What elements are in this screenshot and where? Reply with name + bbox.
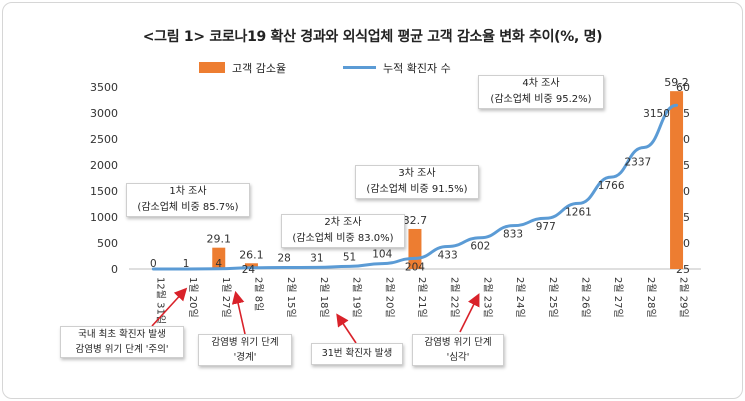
data-labels: 29.1 26.1 32.7 59.2 0 1 4 24 28 31 51 104 204 433 602 8…: [150, 76, 689, 276]
y-left-tick-label: 2000: [90, 159, 118, 172]
line-value-label: 104: [372, 249, 392, 261]
legend-line-label: 누적 확진자 수: [383, 62, 451, 75]
bar: [244, 263, 258, 269]
x-tick-label: 2월 25일: [547, 277, 559, 318]
event-box-first-case: 국내 최초 확진자 발생 감염병 위기 단계 '주의': [60, 326, 184, 358]
survey-callout-1-title: 1차 조사: [169, 186, 207, 197]
event-box-first-case-line1: 국내 최초 확진자 발생: [78, 329, 166, 340]
y-left-tick-label: 3500: [90, 81, 118, 94]
x-tick-label: 2월 26일: [579, 277, 591, 318]
y-left-tick-label: 3000: [90, 107, 118, 120]
event-box-serious: 감염병 위기 단계 '심각': [412, 334, 504, 366]
survey-callout-1-share: (감소업체 비중 85.7%): [137, 202, 239, 213]
line-value-label: 1766: [598, 180, 625, 192]
line-value-label: 602: [470, 241, 490, 253]
survey-callout-3-title: 3차 조사: [398, 168, 436, 179]
x-tick-label: 2월 15일: [285, 277, 297, 318]
x-tick-label: 12월 31일: [154, 277, 166, 324]
event-arrow: [336, 313, 357, 344]
line-value-label: 833: [503, 229, 523, 241]
line-value-label: 3150: [643, 108, 670, 120]
legend-bar-label: 고객 감소율: [232, 62, 286, 75]
survey-callout-2-share: (감소업체 비중 83.0%): [292, 233, 394, 244]
event-arrow: [151, 287, 188, 327]
x-tick-label: 2월 18일: [318, 277, 330, 318]
event-arrow: [231, 290, 246, 335]
line-value-label: 977: [536, 221, 556, 233]
event-arrow: [459, 293, 480, 333]
legend-bar-swatch: [199, 62, 225, 73]
survey-callout-2-title: 2차 조사: [324, 217, 362, 228]
x-tick-label: 1월 20일: [187, 277, 199, 318]
line-value-label: 1: [183, 258, 190, 270]
event-box-first-case-line2: 감염병 위기 단계 '주의': [75, 344, 169, 355]
event-box-alert-line1: 감염병 위기 단계: [211, 337, 279, 348]
bar-value-label: 59.2: [664, 76, 689, 89]
event-box-patient-31: 31번 확진자 발생: [311, 343, 403, 365]
bar-value-label: 32.7: [403, 214, 428, 227]
x-tick-label: 1월 27일: [220, 277, 232, 318]
x-tick-label: 2월 8일: [252, 277, 264, 311]
line-value-label: 204: [405, 261, 425, 273]
x-tick-label: 2월 22일: [449, 277, 461, 318]
event-box-alert-line2: '경계': [233, 352, 257, 363]
x-tick-label: 2월 28일: [645, 277, 657, 318]
legend: 고객 감소율 누적 확진자 수: [199, 62, 451, 75]
x-tick-label: 2월 24일: [514, 277, 526, 318]
line-series: [151, 103, 679, 271]
event-box-alert: 감염병 위기 단계 '경계': [198, 334, 292, 366]
y-left-tick-label: 0: [111, 263, 118, 276]
y-right-tick-label: 60: [676, 81, 690, 94]
x-tick-label: 2월 27일: [612, 277, 624, 318]
survey-callout-3: 3차 조사 (감소업체 비중 91.5%): [355, 165, 479, 199]
event-box-serious-line2: '심각': [446, 352, 470, 363]
line-value-label: 2337: [624, 156, 651, 168]
survey-callout-4: 4차 조사 (감소업체 비중 95.2%): [478, 75, 604, 109]
line-value-label: 24: [242, 264, 256, 276]
line-value-label: 51: [343, 251, 356, 263]
x-tick-label: 2월 23일: [481, 277, 493, 318]
line-value-label: 1261: [565, 206, 592, 218]
y-left-tick-label: 2500: [90, 133, 118, 146]
x-tick-label: 2월 20일: [383, 277, 395, 318]
y-left-tick-label: 500: [97, 237, 118, 250]
chart-title: <그림 1> 코로나19 확산 경과와 외식업체 평균 고객 감소율 변화 추이…: [142, 29, 603, 45]
bar: [670, 91, 684, 269]
line-value-label: 433: [438, 249, 458, 261]
survey-callout-1: 1차 조사 (감소업체 비중 85.7%): [126, 183, 250, 217]
y-left-tick-label: 1500: [90, 185, 118, 198]
y-left-tick-label: 1000: [90, 211, 118, 224]
line-value-label: 0: [150, 258, 157, 270]
line-value-label: 4: [215, 258, 222, 270]
survey-callout-4-share: (감소업체 비중 95.2%): [490, 94, 592, 105]
line-value-label: 28: [277, 253, 290, 265]
event-box-patient-31-line1: 31번 확진자 발생: [321, 348, 393, 359]
line-value-label: 31: [310, 252, 323, 264]
x-tick-label: 2월 21일: [416, 277, 428, 318]
survey-callout-2: 2차 조사 (감소업체 비중 83.0%): [281, 214, 405, 248]
x-tick-label: 2월 29일: [678, 277, 690, 318]
x-tick-label: 2월 19일: [351, 277, 363, 318]
bar-value-label: 26.1: [239, 248, 264, 261]
bar-value-label: 29.1: [207, 233, 232, 246]
cases-line: [151, 103, 679, 271]
bar: [212, 247, 226, 269]
event-box-serious-line1: 감염병 위기 단계: [424, 337, 492, 348]
survey-callout-4-title: 4차 조사: [522, 78, 560, 89]
survey-callout-3-share: (감소업체 비중 91.5%): [366, 184, 468, 195]
event-arrows: [151, 287, 480, 344]
